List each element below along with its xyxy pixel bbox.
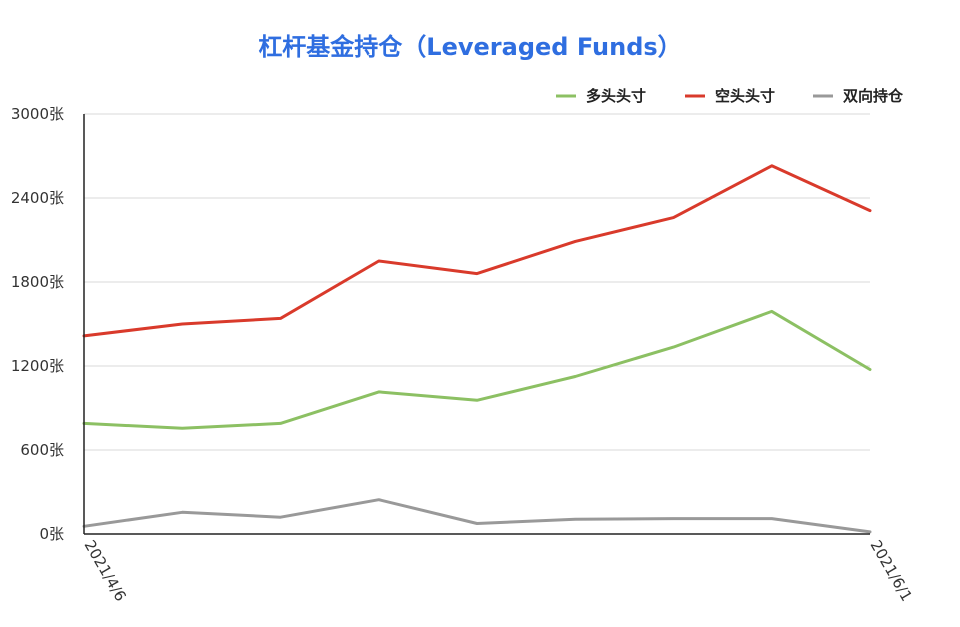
legend-label-1: 空头头寸 (715, 87, 775, 105)
x-tick-label: 2021/6/1 (867, 537, 916, 604)
x-axis-tick-labels: 2021/4/6 2021/6/1 (81, 537, 916, 604)
series-line-2 (82, 498, 872, 534)
legend-label-0: 多头头寸 (586, 87, 646, 105)
y-tick-label: 1800张 (11, 273, 64, 291)
y-tick-label: 2400张 (11, 189, 64, 207)
grid (84, 113, 870, 451)
y-tick-label: 0张 (39, 525, 64, 543)
legend-label-2: 双向持仓 (843, 87, 904, 105)
y-tick-label: 1200张 (11, 357, 64, 375)
chart-title: 杠杆基金持仓（Leveraged Funds） (258, 33, 681, 61)
y-tick-label: 600张 (20, 441, 64, 459)
series-lines (82, 164, 872, 534)
y-axis-tick-labels: 0张 600张 1200张 1800张 2400张 3000张 (11, 105, 64, 543)
series-line-1 (82, 164, 872, 338)
x-tick-label: 2021/4/6 (81, 537, 130, 604)
legend: 多头头寸 空头头寸 双向持仓 (556, 87, 904, 105)
series-line-0 (82, 309, 872, 430)
y-tick-label: 3000张 (11, 105, 64, 123)
